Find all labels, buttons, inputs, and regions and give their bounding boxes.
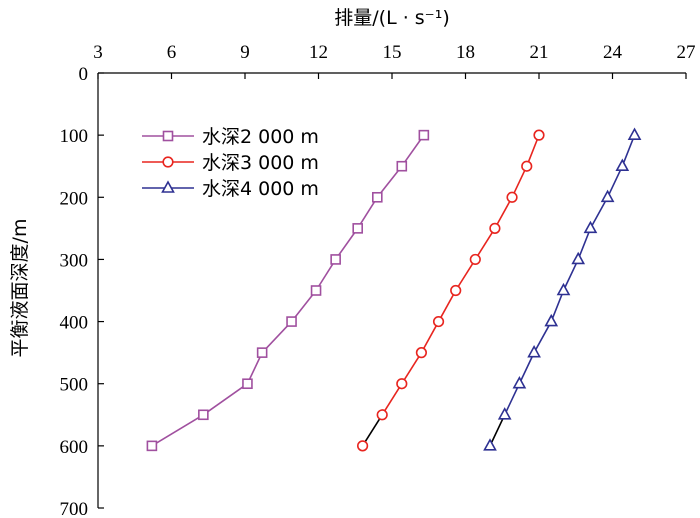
triangle-marker — [556, 282, 571, 296]
series-segment — [533, 321, 552, 354]
triangle-marker — [600, 189, 615, 203]
series-segment — [455, 259, 476, 291]
square-marker — [242, 378, 253, 390]
triangle-marker — [527, 344, 541, 358]
series-segment — [577, 228, 592, 260]
series-segment — [518, 352, 535, 385]
series-segment — [474, 227, 496, 260]
circle-marker — [521, 160, 533, 172]
triangle-marker — [615, 158, 630, 172]
y-tick-label: 300 — [60, 250, 89, 271]
y-tick-label: 600 — [60, 437, 89, 458]
y-tick-label: 400 — [60, 313, 89, 334]
series-segment — [151, 414, 204, 447]
circle-marker — [396, 378, 408, 390]
series-segment — [511, 165, 528, 198]
square-marker — [286, 316, 297, 327]
series-segment — [550, 290, 565, 322]
x-axis-title: 排量/(L · s⁻¹) — [334, 7, 449, 29]
triangle-marker — [483, 438, 497, 451]
triangle-marker — [571, 251, 586, 265]
triangle-marker — [583, 220, 598, 234]
y-tick-label: 200 — [60, 188, 89, 209]
series-3 — [483, 127, 642, 451]
circle-marker — [432, 315, 445, 328]
square-marker — [396, 160, 408, 172]
square-marker — [418, 129, 430, 141]
square-marker — [146, 440, 158, 452]
square-marker — [310, 285, 322, 296]
series-segment — [503, 383, 521, 416]
y-tick-label: 100 — [60, 126, 89, 147]
x-tick-label: 27 — [677, 42, 696, 63]
x-tick-label: 21 — [530, 42, 549, 63]
series-1 — [146, 129, 430, 452]
triangle-marker — [544, 313, 559, 327]
series-segment — [621, 134, 636, 167]
series-segment — [606, 165, 624, 198]
circle-marker — [533, 129, 545, 141]
x-tick-label: 3 — [93, 42, 103, 63]
circle-marker — [357, 440, 369, 452]
series-2 — [357, 129, 545, 452]
circle-marker — [489, 222, 501, 234]
series-segment — [361, 414, 383, 447]
x-tick-label: 6 — [167, 42, 177, 63]
triangle-marker — [627, 127, 642, 140]
x-tick-label: 15 — [383, 42, 402, 63]
legend-label: 水深2 000 m — [202, 126, 319, 148]
series-segment — [562, 259, 579, 291]
triangle-marker — [497, 407, 512, 420]
circle-marker — [162, 156, 174, 168]
series-segment — [494, 196, 513, 229]
triangle-marker — [161, 180, 175, 193]
legend-label: 水深3 000 m — [202, 152, 319, 174]
series-segment — [589, 196, 609, 229]
x-tick-label: 18 — [456, 42, 475, 63]
series-segment — [420, 321, 440, 354]
y-tick-label: 500 — [60, 375, 89, 396]
triangle-marker — [512, 376, 527, 389]
series-segment — [202, 383, 248, 416]
y-tick-label: 0 — [79, 64, 89, 85]
circle-marker — [469, 253, 481, 266]
x-tick-label: 9 — [240, 42, 250, 63]
legend: 水深2 000 m 水深3 000 m 水深4 000 m — [142, 126, 319, 200]
legend-label: 水深4 000 m — [202, 178, 319, 200]
series-segment — [401, 352, 423, 385]
series-segment — [489, 414, 506, 447]
circle-marker — [450, 284, 462, 297]
series-segment — [437, 290, 457, 322]
square-marker — [198, 409, 209, 421]
circle-marker — [376, 409, 388, 421]
x-tick-label: 12 — [309, 42, 328, 63]
plot-area: 3 6 9 12 15 18 21 24 27 0 100 200 300 400 500 600 700 水深2… — [60, 42, 696, 518]
series-segment — [381, 383, 403, 416]
square-marker — [256, 347, 268, 358]
y-tick-label: 700 — [60, 499, 89, 518]
square-marker — [352, 223, 364, 234]
x-tick-label: 24 — [603, 42, 623, 63]
circle-marker — [415, 347, 428, 359]
square-marker — [330, 254, 341, 265]
square-marker — [371, 191, 383, 203]
circle-marker — [506, 191, 518, 203]
square-marker — [162, 130, 174, 142]
y-axis-title: 平衡液面深度/m — [9, 219, 31, 358]
